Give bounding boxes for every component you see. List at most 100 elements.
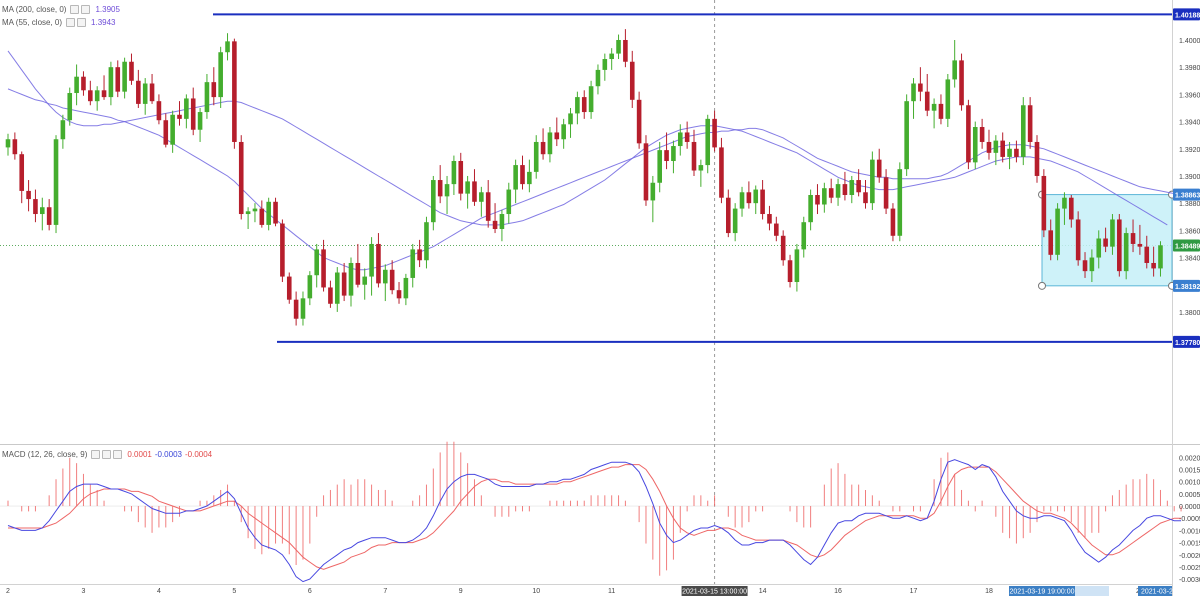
- visibility-toggle-icon[interactable]: [91, 449, 101, 459]
- candle: [197, 107, 203, 142]
- candle-body: [1130, 233, 1136, 244]
- candle-body: [643, 143, 649, 201]
- candle: [362, 268, 368, 300]
- price-axis-tag-label: 1.38192: [1175, 284, 1200, 291]
- candle-body: [698, 165, 704, 171]
- candle-body: [808, 194, 813, 223]
- candle-body: [1151, 262, 1156, 269]
- legend-macd-label: MACD (12, 26, close, 9): [2, 449, 88, 459]
- candle: [383, 264, 388, 302]
- candle: [479, 186, 484, 217]
- candle-body: [815, 194, 820, 205]
- candle: [184, 94, 189, 129]
- candle: [300, 291, 306, 326]
- crosshair-time-tag: [681, 586, 748, 596]
- price-axis-tag: [1173, 239, 1200, 252]
- candle-body: [362, 276, 368, 285]
- candle: [444, 175, 450, 215]
- candle-body: [94, 90, 100, 102]
- candle: [74, 64, 79, 106]
- candle-body: [931, 103, 937, 111]
- candle-body: [136, 80, 141, 104]
- candle: [156, 94, 162, 125]
- candle: [465, 175, 470, 209]
- macd-line: [7, 459, 1182, 583]
- price-tick-label: 1.38600: [1179, 228, 1200, 235]
- price-axis-tag: [1173, 335, 1200, 348]
- candle: [993, 135, 999, 166]
- candle-body: [533, 141, 539, 172]
- candle-body: [774, 223, 779, 236]
- candle: [149, 73, 155, 104]
- candle: [527, 159, 532, 193]
- candle-body: [794, 249, 800, 283]
- candle: [437, 165, 443, 204]
- candle: [918, 67, 923, 102]
- candle: [163, 113, 169, 148]
- candle: [328, 280, 333, 308]
- candle: [232, 38, 237, 149]
- candle: [835, 178, 841, 206]
- candle: [726, 189, 731, 238]
- candle: [698, 159, 704, 187]
- candle: [369, 237, 374, 296]
- close-icon[interactable]: [77, 17, 87, 27]
- candle: [403, 273, 409, 306]
- candle-body: [959, 60, 964, 106]
- candle-body: [33, 199, 38, 215]
- candle: [53, 135, 59, 234]
- candle-body: [1144, 246, 1150, 263]
- visibility-toggle-icon[interactable]: [70, 4, 80, 14]
- price-axis-tag-label: 1.37780: [1175, 340, 1200, 347]
- candle: [12, 132, 18, 160]
- candle-body: [53, 139, 59, 225]
- candle-body: [211, 82, 217, 98]
- candle: [890, 203, 896, 242]
- price-axis-tag-label: 1.40188: [1175, 12, 1200, 19]
- candle-body: [204, 82, 210, 113]
- candle: [1158, 241, 1163, 277]
- candle: [1123, 227, 1129, 280]
- candle: [286, 272, 292, 304]
- settings-icon[interactable]: [102, 449, 112, 459]
- candle-body: [1123, 233, 1129, 272]
- candle-body: [890, 208, 896, 236]
- close-icon[interactable]: [81, 4, 91, 14]
- visibility-toggle-icon[interactable]: [66, 17, 76, 27]
- candle: [822, 182, 827, 213]
- candle-body: [602, 59, 608, 70]
- candle: [849, 175, 855, 204]
- candle-body: [184, 98, 189, 119]
- candle: [60, 114, 66, 149]
- candle-body: [197, 112, 203, 130]
- candle-body: [410, 249, 416, 278]
- candle-body: [444, 184, 450, 197]
- candle-body: [1000, 140, 1005, 157]
- candle-body: [636, 99, 642, 144]
- candle-body: [629, 61, 635, 100]
- candle: [136, 69, 141, 108]
- candle: [485, 180, 491, 228]
- candle-body: [691, 141, 697, 171]
- range-box: [1041, 194, 1173, 287]
- candle: [431, 175, 436, 231]
- price-axis-tag: [1173, 279, 1200, 292]
- candle: [81, 71, 86, 96]
- candle-body: [383, 269, 388, 284]
- candle-body: [609, 53, 614, 60]
- close-icon[interactable]: [113, 449, 123, 459]
- candle-body: [527, 171, 532, 185]
- legend-ma200-value: 1.3905: [95, 4, 120, 14]
- candle-body: [341, 272, 347, 296]
- range-box-handle: [1038, 281, 1046, 290]
- candle: [979, 118, 985, 149]
- legend-macd-value: -0.0003: [154, 449, 182, 459]
- macd-tick-label: 0.0010: [1179, 480, 1200, 487]
- candle-body: [314, 249, 319, 276]
- range-start-tag: [1009, 586, 1075, 596]
- candle: [705, 114, 711, 174]
- candle-body: [664, 150, 669, 162]
- candle: [1048, 219, 1054, 261]
